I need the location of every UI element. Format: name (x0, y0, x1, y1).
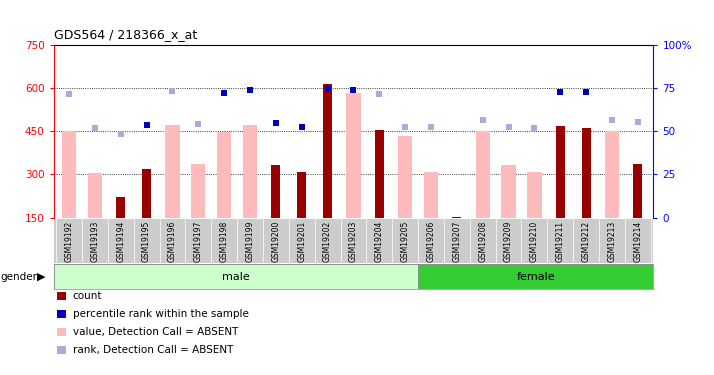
Text: GSM19208: GSM19208 (478, 220, 487, 262)
Bar (375, 129, 384, 218)
Text: GSM19199: GSM19199 (246, 220, 254, 262)
Text: ▶: ▶ (37, 272, 46, 282)
Bar (633, 164, 643, 218)
Bar (398, 136, 412, 218)
Bar (605, 130, 619, 218)
Text: GSM19211: GSM19211 (555, 220, 565, 262)
Bar (166, 125, 180, 217)
Text: count: count (73, 291, 102, 301)
Text: GSM19212: GSM19212 (582, 220, 590, 262)
Text: GSM19201: GSM19201 (297, 220, 306, 262)
Text: male: male (222, 272, 250, 282)
Bar (62, 131, 76, 218)
Bar (418, 264, 653, 289)
Text: GSM19196: GSM19196 (168, 220, 177, 262)
Text: gender: gender (1, 272, 38, 282)
Text: GSM19204: GSM19204 (375, 220, 384, 262)
Text: rank, Detection Call = ABSENT: rank, Detection Call = ABSENT (73, 345, 233, 355)
Bar (116, 197, 125, 217)
Text: GSM19193: GSM19193 (91, 220, 99, 262)
Text: percentile rank within the sample: percentile rank within the sample (73, 309, 248, 319)
Bar (142, 169, 151, 217)
Text: GSM19195: GSM19195 (142, 220, 151, 262)
Text: female: female (516, 272, 555, 282)
Text: GSM19202: GSM19202 (323, 220, 332, 262)
Text: GSM19207: GSM19207 (453, 220, 461, 262)
Text: GSM19198: GSM19198 (220, 220, 228, 262)
Text: GSM19210: GSM19210 (530, 220, 539, 262)
Bar (582, 128, 590, 218)
Bar (346, 93, 361, 218)
Bar (501, 165, 516, 218)
Text: GSM19206: GSM19206 (426, 220, 436, 262)
Bar (297, 172, 306, 217)
Text: value, Detection Call = ABSENT: value, Detection Call = ABSENT (73, 327, 238, 337)
Bar (54, 264, 418, 289)
Bar (88, 173, 102, 217)
Bar (243, 125, 257, 217)
Bar (191, 164, 206, 218)
Bar (527, 172, 541, 217)
Text: GSM19214: GSM19214 (633, 220, 643, 262)
Text: GSM19203: GSM19203 (349, 220, 358, 262)
Text: GSM19192: GSM19192 (64, 220, 74, 262)
Text: GSM19200: GSM19200 (271, 220, 281, 262)
Bar (217, 132, 231, 218)
Bar (476, 131, 490, 218)
Text: GSM19194: GSM19194 (116, 220, 125, 262)
Text: GSM19197: GSM19197 (193, 220, 203, 262)
Bar (555, 126, 565, 218)
Text: GSM19213: GSM19213 (608, 220, 616, 262)
Text: GSM19205: GSM19205 (401, 220, 410, 262)
Bar (424, 171, 438, 217)
Text: GDS564 / 218366_x_at: GDS564 / 218366_x_at (54, 28, 197, 41)
Bar (323, 84, 332, 218)
Text: GSM19209: GSM19209 (504, 220, 513, 262)
Bar (271, 165, 281, 218)
